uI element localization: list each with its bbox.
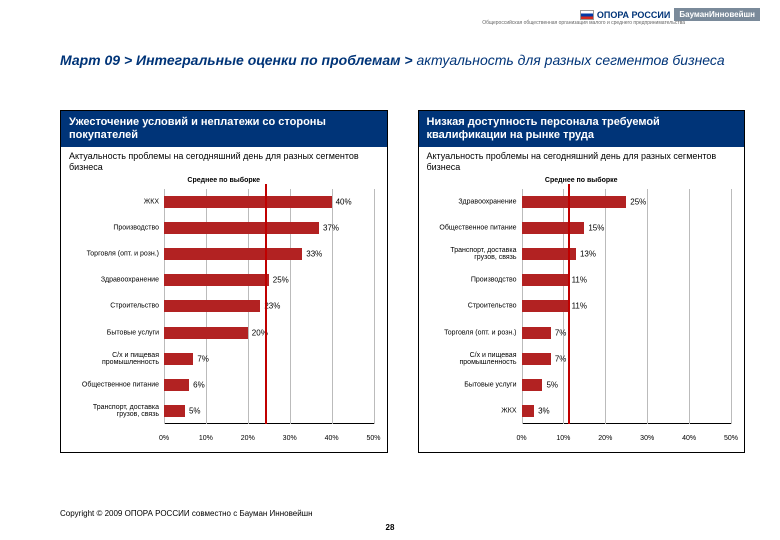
logo-subtext: Общероссийская общественная организация …: [482, 20, 685, 26]
bar: [522, 274, 568, 286]
category-label: Строительство: [69, 303, 159, 310]
category-label: ЖКХ: [69, 199, 159, 206]
x-tick: 0%: [159, 435, 169, 442]
category-label: ЖКХ: [427, 407, 517, 414]
bar: [522, 222, 585, 234]
bar: [522, 379, 543, 391]
bar-value: 11%: [572, 276, 587, 285]
bar: [522, 405, 535, 417]
bar-value: 11%: [572, 302, 587, 311]
bar: [164, 196, 332, 208]
bar-value: 23%: [264, 302, 280, 311]
category-label: Общественное питание: [427, 225, 517, 232]
x-tick: 50%: [724, 435, 738, 442]
x-tick: 30%: [283, 435, 297, 442]
right-chart-panel: Низкая доступность персонала требуемой к…: [418, 110, 746, 453]
left-plot: ЖКХ Производство Торговля (опт. и розн.) Зд…: [69, 184, 379, 444]
bar: [522, 300, 568, 312]
category-label: Транспорт, доставка грузов, связь: [69, 404, 159, 418]
bar-value: 7%: [555, 354, 567, 363]
bar: [522, 353, 551, 365]
bar: [164, 300, 260, 312]
bar: [522, 327, 551, 339]
bar: [164, 405, 185, 417]
x-tick: 40%: [682, 435, 696, 442]
category-label: Здравоохранение: [69, 277, 159, 284]
bar-value: 33%: [306, 250, 322, 259]
x-tick: 10%: [199, 435, 213, 442]
page-number: 28: [386, 523, 395, 532]
right-chart-title: Низкая доступность персонала требуемой к…: [419, 111, 745, 147]
average-line: [568, 184, 570, 424]
bauman-logo: БауманИнновейшн: [674, 8, 760, 21]
right-chart-subtitle: Актуальность проблемы на сегодняшний ден…: [419, 147, 745, 175]
x-tick: 50%: [366, 435, 380, 442]
bar-value: 5%: [546, 380, 558, 389]
category-label: Бытовые услуги: [69, 329, 159, 336]
category-label: Торговля (опт. и розн.): [427, 329, 517, 336]
bar-value: 7%: [555, 328, 567, 337]
bar-value: 5%: [189, 406, 201, 415]
category-label: Бытовые услуги: [427, 381, 517, 388]
category-label: Здравоохранение: [427, 199, 517, 206]
category-label: Строительство: [427, 303, 517, 310]
bar-value: 15%: [588, 224, 604, 233]
bar: [164, 379, 189, 391]
category-label: Торговля (опт. и розн.): [69, 251, 159, 258]
copyright: Copyright © 2009 ОПОРА РОССИИ совместно …: [60, 509, 313, 518]
average-line: [265, 184, 267, 424]
bar-value: 7%: [197, 354, 209, 363]
bar: [164, 222, 319, 234]
bar-value: 25%: [273, 276, 289, 285]
bar-value: 40%: [336, 198, 352, 207]
bar-value: 37%: [323, 224, 339, 233]
bar: [164, 327, 248, 339]
breadcrumb: Март 09 > Интегральные оценки по проблем…: [60, 52, 760, 68]
breadcrumb-current: актуальность для разных сегментов бизнес…: [416, 52, 724, 68]
right-plot: Здравоохранение Общественное питание Транс…: [427, 184, 737, 444]
opora-logo: ОПОРА РОССИИ: [580, 10, 671, 20]
bar: [164, 274, 269, 286]
category-label: Общественное питание: [69, 381, 159, 388]
left-chart-panel: Ужесточение условий и неплатежи со сторо…: [60, 110, 388, 453]
x-tick: 0%: [516, 435, 526, 442]
bar: [164, 353, 193, 365]
left-avg-label: Среднее по выборке: [61, 175, 387, 184]
bar: [164, 248, 302, 260]
category-label: С/х и пищевая промышленность: [69, 352, 159, 366]
opora-logo-text: ОПОРА РОССИИ: [597, 10, 671, 20]
bar-value: 6%: [193, 380, 205, 389]
right-avg-label: Среднее по выборке: [419, 175, 745, 184]
bar: [522, 196, 627, 208]
flag-icon: [580, 10, 594, 20]
bar-value: 3%: [538, 406, 550, 415]
charts-container: Ужесточение условий и неплатежи со сторо…: [60, 110, 745, 453]
left-chart-subtitle: Актуальность проблемы на сегодняшний ден…: [61, 147, 387, 175]
left-chart-title: Ужесточение условий и неплатежи со сторо…: [61, 111, 387, 147]
category-label: Транспорт, доставка грузов, связь: [427, 247, 517, 261]
x-tick: 30%: [640, 435, 654, 442]
bar-value: 13%: [580, 250, 596, 259]
category-label: Производство: [69, 225, 159, 232]
x-tick: 40%: [325, 435, 339, 442]
breadcrumb-path: Март 09 > Интегральные оценки по проблем…: [60, 52, 416, 68]
category-label: С/х и пищевая промышленность: [427, 352, 517, 366]
bauman-logo-text: БауманИнновейшн: [679, 10, 755, 19]
category-label: Производство: [427, 277, 517, 284]
x-tick: 10%: [556, 435, 570, 442]
x-tick: 20%: [598, 435, 612, 442]
bar-value: 25%: [630, 198, 646, 207]
x-tick: 20%: [241, 435, 255, 442]
